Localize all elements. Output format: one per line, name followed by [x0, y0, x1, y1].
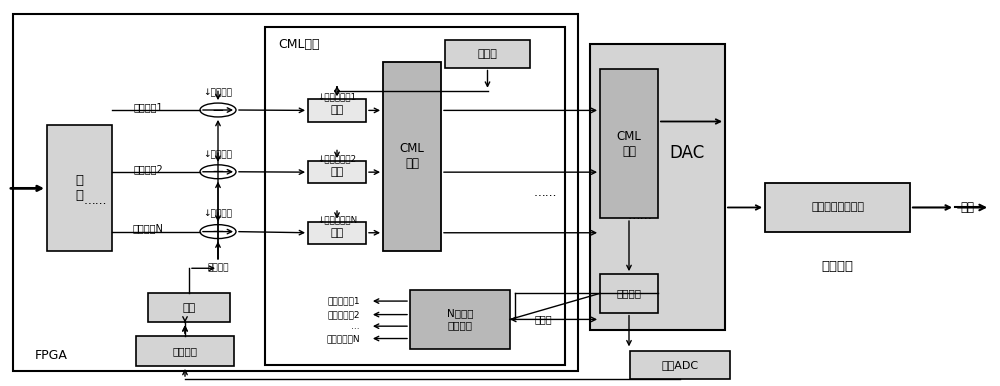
Text: ↓偏置因子: ↓偏置因子	[204, 210, 232, 219]
Bar	[47, 125, 112, 251]
Text: ↓伪随机序列2: ↓伪随机序列2	[317, 154, 357, 164]
Bar	[136, 336, 234, 366]
Bar	[630, 351, 730, 379]
Text: ……: ……	[83, 194, 107, 207]
Circle shape	[200, 103, 236, 117]
Bar	[148, 293, 230, 322]
Text: 异或: 异或	[330, 228, 344, 238]
Text: CML
电平: CML 电平	[617, 130, 641, 158]
Text: ……: ……	[627, 209, 652, 222]
Text: 偏置因子: 偏置因子	[207, 264, 229, 273]
Bar	[600, 69, 658, 218]
Text: 伪随机序列1: 伪随机序列1	[327, 296, 360, 306]
Text: 异或: 异或	[330, 167, 344, 177]
Bar	[590, 44, 725, 330]
Text: 直流ADC: 直流ADC	[661, 360, 699, 370]
Circle shape	[200, 165, 236, 179]
Text: −: −	[212, 224, 224, 239]
Text: 波形分支N: 波形分支N	[133, 223, 163, 234]
Text: 异或: 异或	[330, 105, 344, 115]
Bar	[308, 222, 366, 244]
Bar	[383, 62, 441, 251]
Text: 抽
取: 抽 取	[75, 174, 83, 202]
Text: 滤波、衰减、放大: 滤波、衰减、放大	[811, 203, 864, 212]
Bar	[308, 161, 366, 183]
Text: 波形分支2: 波形分支2	[133, 164, 163, 174]
Bar	[13, 14, 578, 371]
Bar	[265, 27, 565, 365]
Bar	[445, 40, 530, 68]
Bar	[765, 183, 910, 232]
Text: FPGA: FPGA	[35, 349, 68, 362]
Text: ↓伪随机序列N: ↓伪随机序列N	[317, 215, 357, 224]
Circle shape	[200, 225, 236, 239]
Text: CML
电平: CML 电平	[400, 142, 424, 170]
Text: 累加: 累加	[182, 303, 196, 313]
Text: −: −	[212, 103, 224, 117]
Text: ↓偏置因子: ↓偏置因子	[204, 150, 232, 159]
Text: CML接口: CML接口	[278, 38, 320, 51]
Text: 伪随机序列N: 伪随机序列N	[326, 334, 360, 343]
Bar	[308, 99, 366, 122]
Text: 误码检测: 误码检测	[616, 288, 642, 298]
Text: 定时器: 定时器	[478, 49, 497, 59]
Text: 输出: 输出	[960, 201, 974, 214]
Text: ↓偏置因子: ↓偏置因子	[204, 88, 232, 97]
Bar	[410, 290, 510, 349]
Text: 模拟通道: 模拟通道	[821, 260, 853, 273]
Text: 波形分支1: 波形分支1	[133, 102, 163, 112]
Text: ...: ...	[351, 322, 360, 331]
Text: 伪随机序列2: 伪随机序列2	[328, 310, 360, 319]
Text: N路随机
序列产生: N路随机 序列产生	[447, 309, 473, 330]
Text: 中值滤波: 中值滤波	[173, 346, 198, 356]
Text: 误码率: 误码率	[535, 315, 553, 324]
Text: ……: ……	[533, 186, 557, 200]
Bar	[600, 274, 658, 313]
Text: ↓伪随机序列1: ↓伪随机序列1	[317, 93, 357, 102]
Text: −: −	[212, 164, 224, 179]
Text: DAC: DAC	[670, 144, 705, 162]
